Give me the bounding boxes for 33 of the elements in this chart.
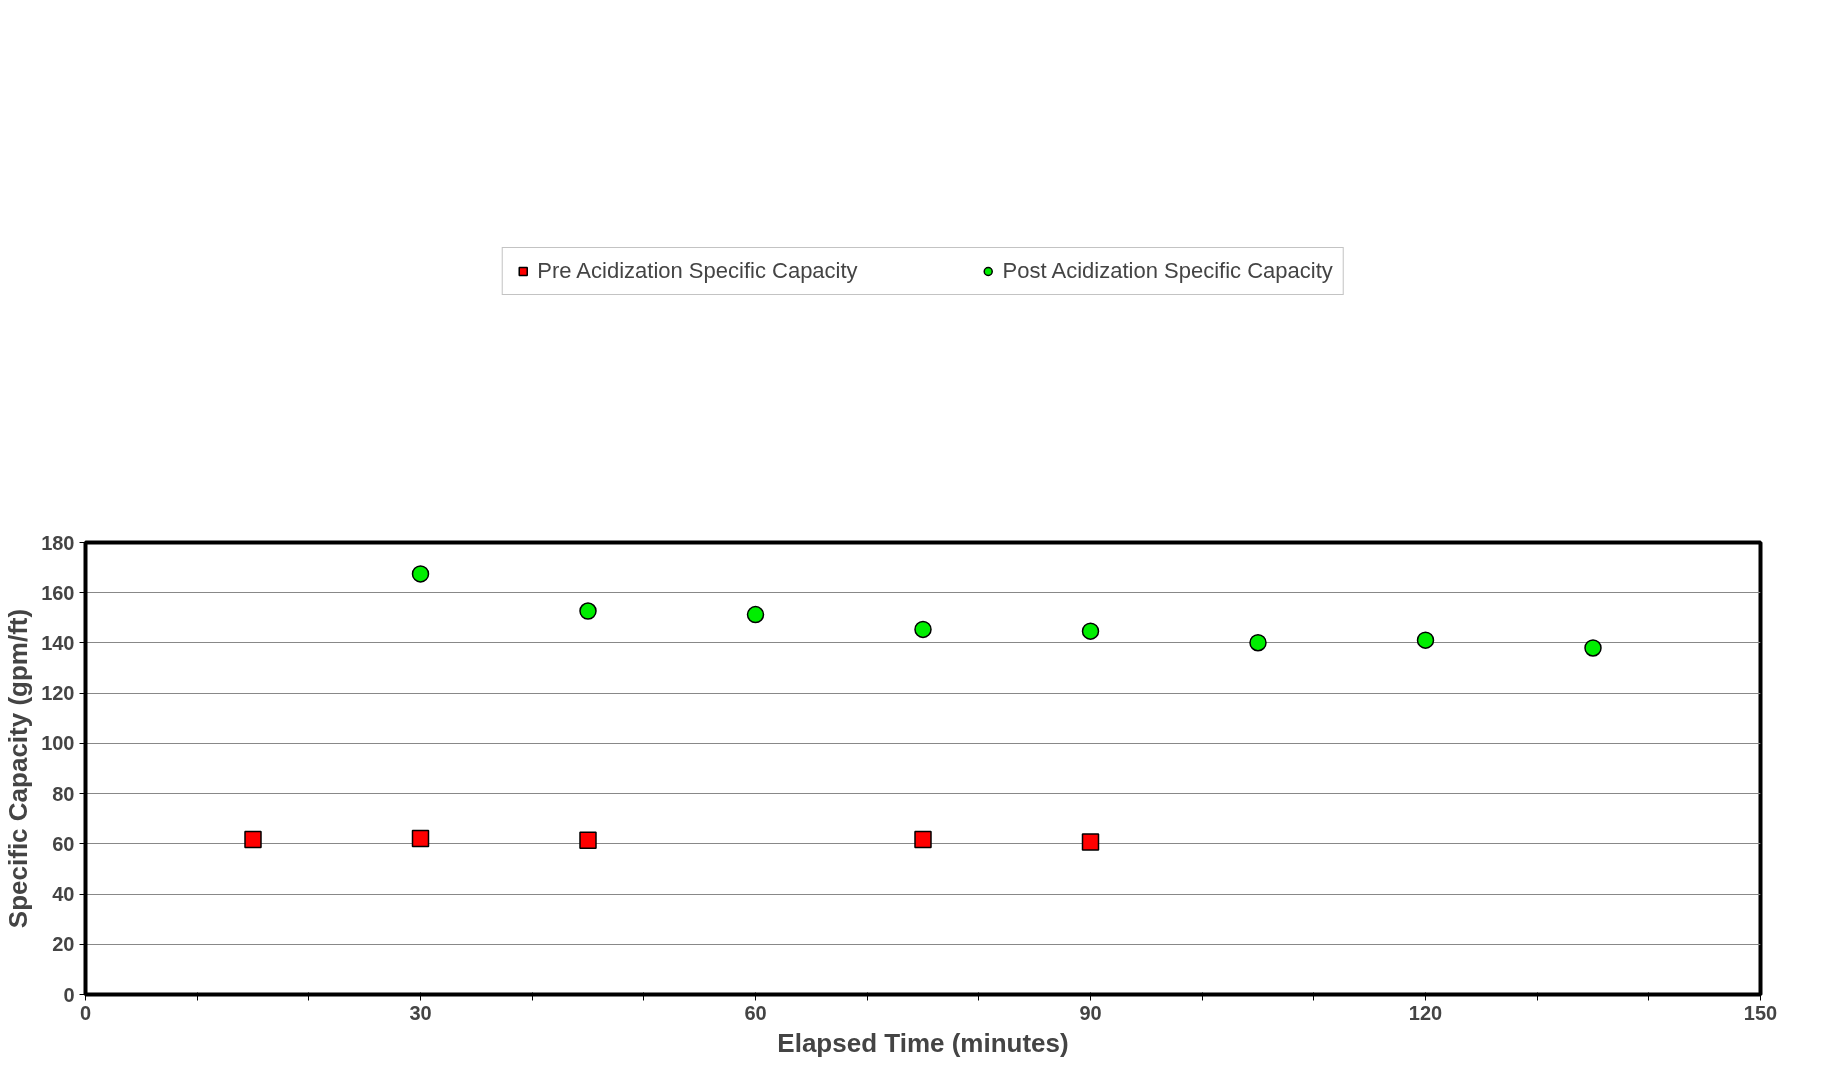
x-tick-label: 30 <box>409 1001 432 1024</box>
y-tick-label: 0 <box>63 983 75 1006</box>
point <box>1081 833 1100 851</box>
point <box>746 605 765 624</box>
y-tick-label: 160 <box>41 581 75 604</box>
y-tick-label: 140 <box>41 631 75 654</box>
x-tick-label: 120 <box>1408 1001 1443 1024</box>
point <box>579 831 597 850</box>
x-tick-label: 60 <box>744 1001 767 1024</box>
y-tick-label: 80 <box>52 782 75 805</box>
y-tick-label: 60 <box>52 832 75 855</box>
point <box>411 829 430 848</box>
x-tick-label: 150 <box>1743 1001 1778 1024</box>
x-axis-title: Elapsed Time (minutes) <box>777 1027 1069 1058</box>
point <box>914 620 932 639</box>
point <box>1584 639 1602 657</box>
point <box>1081 622 1100 640</box>
x-tick-label: 90 <box>1079 1001 1102 1024</box>
point <box>914 830 932 849</box>
y-axis-title: Specific Capacity (gpm/ft) <box>3 608 34 929</box>
point <box>1416 631 1435 649</box>
point <box>411 565 430 583</box>
y-tick-label: 100 <box>41 732 75 755</box>
point <box>579 602 597 620</box>
legend-label: Post Acidization Specific Capacity <box>1002 258 1333 284</box>
y-tick-label: 20 <box>52 933 75 956</box>
point <box>244 830 262 849</box>
y-tick-label: 120 <box>41 682 75 705</box>
point <box>1249 633 1267 652</box>
legend-label: Pre Acidization Specific Capacity <box>537 258 858 284</box>
x-tick-label: 0 <box>79 1001 92 1024</box>
y-tick-label: 40 <box>52 883 75 906</box>
y-tick-label: 180 <box>41 531 75 554</box>
